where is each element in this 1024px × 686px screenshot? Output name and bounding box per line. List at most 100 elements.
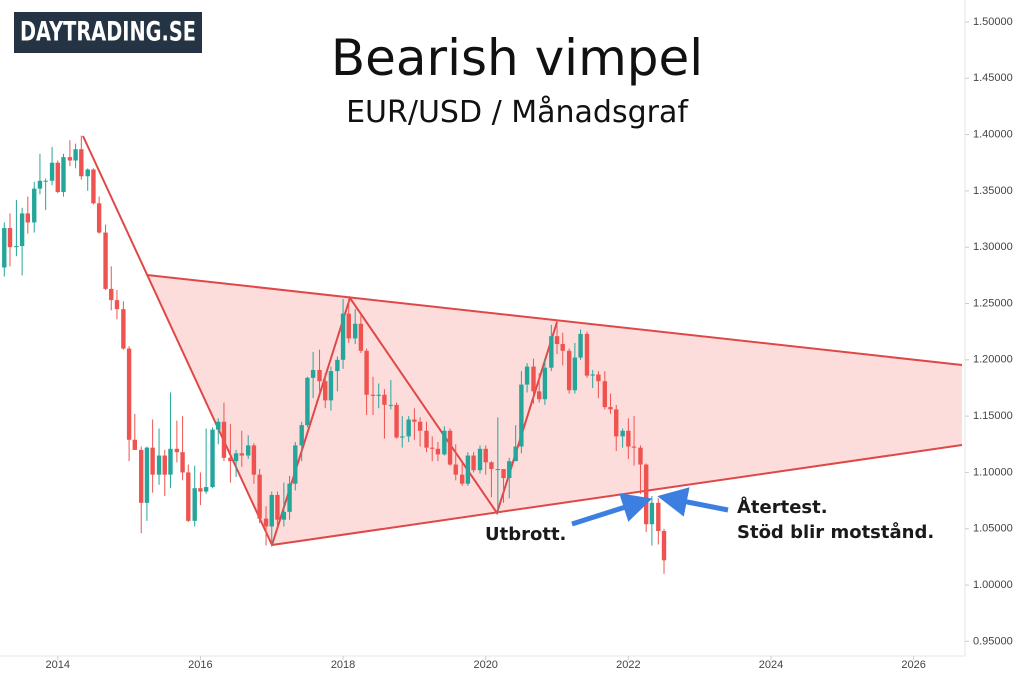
candle-body bbox=[85, 169, 90, 177]
candle-body bbox=[269, 494, 274, 527]
y-tick-label: 1.05000 bbox=[973, 523, 1013, 535]
candle-body bbox=[257, 474, 262, 519]
candle-body bbox=[578, 333, 583, 358]
y-tick-label: 1.15000 bbox=[973, 410, 1013, 422]
candle-body bbox=[96, 203, 102, 233]
candle-body bbox=[584, 333, 590, 376]
candle-body bbox=[7, 228, 13, 248]
y-tick-label: 1.20000 bbox=[973, 354, 1013, 366]
candle-body bbox=[649, 502, 655, 525]
candle-body bbox=[560, 344, 565, 351]
candle-body bbox=[156, 455, 162, 475]
y-tick-label: 1.40000 bbox=[973, 128, 1013, 140]
candle-body bbox=[549, 336, 554, 368]
candle-body bbox=[121, 309, 126, 349]
x-tick-label: 2016 bbox=[188, 659, 212, 671]
candle-body bbox=[281, 511, 287, 520]
candle-body bbox=[400, 436, 405, 438]
candle-body bbox=[346, 313, 351, 339]
candle-body bbox=[370, 394, 376, 396]
candle-body bbox=[103, 232, 108, 289]
chart-title: Bearish vimpel bbox=[331, 29, 703, 87]
candle-body bbox=[275, 494, 280, 520]
candle-body bbox=[37, 180, 43, 189]
candle-body bbox=[263, 518, 269, 527]
candle-body bbox=[91, 169, 96, 204]
candle-body bbox=[388, 404, 394, 406]
x-tick-label: 2014 bbox=[46, 659, 70, 671]
candle-body bbox=[638, 447, 643, 465]
candle-body bbox=[168, 448, 173, 475]
annotation: Stöd blir motstånd. bbox=[737, 521, 934, 543]
candle-body bbox=[489, 462, 494, 470]
candle-body bbox=[340, 313, 346, 360]
candle-body bbox=[55, 162, 60, 193]
y-tick-label: 1.00000 bbox=[973, 579, 1013, 591]
candle-body bbox=[513, 446, 518, 462]
candle-body bbox=[180, 452, 185, 473]
y-tick-label: 1.30000 bbox=[973, 241, 1013, 253]
candle-body bbox=[596, 374, 601, 382]
candle-body bbox=[317, 369, 322, 382]
candle-body bbox=[251, 445, 257, 475]
candle-body bbox=[293, 445, 298, 484]
logo-box bbox=[14, 12, 202, 53]
candle-body bbox=[239, 453, 244, 456]
candle-body bbox=[61, 157, 66, 193]
candle-body bbox=[471, 455, 476, 471]
candle-body bbox=[174, 448, 180, 453]
candle-body bbox=[608, 407, 613, 410]
candle-body bbox=[32, 188, 37, 223]
pattern bbox=[82, 135, 963, 546]
candle-body bbox=[132, 439, 138, 450]
candle-body bbox=[162, 455, 167, 475]
candle-body bbox=[626, 430, 631, 447]
candle-body bbox=[144, 447, 150, 503]
candle-body bbox=[114, 300, 120, 310]
candle-body bbox=[537, 391, 542, 400]
y-tick-label: 0.95000 bbox=[973, 635, 1013, 647]
x-tick-label: 2022 bbox=[616, 659, 640, 671]
candle-body bbox=[228, 457, 233, 462]
candle-body bbox=[79, 149, 84, 177]
candle-body bbox=[49, 162, 55, 181]
candle-body bbox=[67, 157, 73, 161]
candle-body bbox=[572, 357, 578, 391]
candle-body bbox=[364, 350, 369, 395]
candle-body bbox=[376, 394, 381, 396]
candle-body bbox=[531, 366, 536, 392]
arrow bbox=[657, 487, 729, 517]
y-tick-label: 1.10000 bbox=[973, 466, 1013, 478]
candles bbox=[2, 135, 667, 574]
candle-body bbox=[323, 381, 328, 401]
candle-body bbox=[459, 474, 465, 484]
candle-body bbox=[447, 430, 453, 465]
candle-body bbox=[602, 381, 608, 408]
candle-body bbox=[656, 502, 661, 531]
candle-body bbox=[358, 323, 364, 351]
annotation: Utbrott. bbox=[485, 524, 566, 545]
candle-body bbox=[519, 384, 524, 447]
y-tick-label: 1.25000 bbox=[973, 297, 1013, 309]
candle-body bbox=[524, 366, 530, 385]
candle-body bbox=[139, 449, 144, 503]
candle-body bbox=[382, 394, 387, 405]
candle-body bbox=[73, 149, 78, 161]
x-tick-label: 2020 bbox=[473, 659, 497, 671]
candle-body bbox=[19, 213, 25, 247]
x-tick-label: 2018 bbox=[331, 659, 355, 671]
candle-body bbox=[417, 421, 423, 431]
candle-body bbox=[495, 469, 501, 471]
candle-body bbox=[335, 359, 340, 372]
flagpole-line bbox=[82, 135, 273, 546]
candle-body bbox=[643, 464, 649, 525]
lower-trendline bbox=[271, 444, 963, 546]
candle-body bbox=[412, 419, 417, 422]
candle-body bbox=[590, 374, 595, 376]
y-tick-label: 1.45000 bbox=[973, 72, 1013, 84]
candle-body bbox=[126, 348, 132, 440]
candle-body bbox=[631, 446, 637, 448]
candle-body bbox=[424, 430, 429, 448]
candle-body bbox=[109, 288, 114, 301]
